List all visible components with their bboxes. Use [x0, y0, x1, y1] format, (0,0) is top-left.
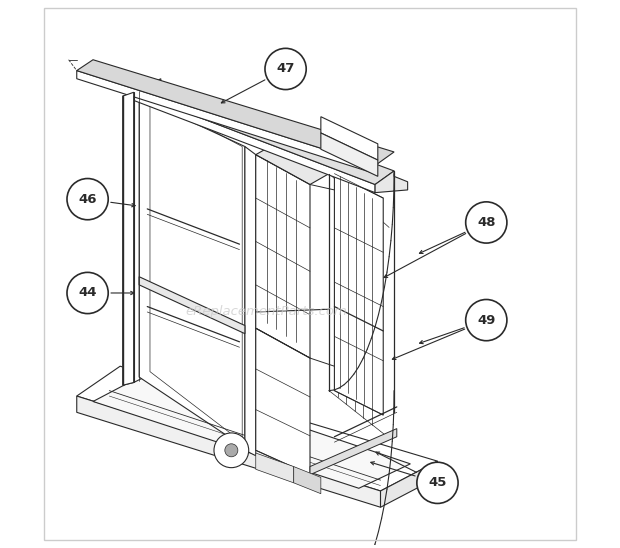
Polygon shape	[256, 155, 310, 358]
Circle shape	[417, 462, 458, 504]
Polygon shape	[77, 366, 438, 491]
Circle shape	[265, 48, 306, 89]
Polygon shape	[381, 461, 438, 507]
Polygon shape	[134, 82, 394, 185]
Polygon shape	[375, 171, 407, 193]
Polygon shape	[134, 79, 161, 383]
Circle shape	[214, 433, 249, 467]
Polygon shape	[321, 117, 378, 160]
Circle shape	[67, 272, 108, 313]
Text: 47: 47	[277, 62, 294, 76]
Text: 44: 44	[78, 287, 97, 300]
Polygon shape	[139, 98, 245, 448]
Circle shape	[225, 444, 238, 457]
Circle shape	[67, 179, 108, 220]
Polygon shape	[77, 60, 394, 165]
Polygon shape	[77, 71, 375, 174]
Text: 45: 45	[428, 476, 446, 489]
Polygon shape	[256, 453, 294, 483]
Text: eReplacementParts.com: eReplacementParts.com	[185, 305, 348, 318]
Text: 49: 49	[477, 313, 495, 327]
Text: 48: 48	[477, 216, 495, 229]
Polygon shape	[294, 466, 321, 494]
Circle shape	[466, 202, 507, 243]
Polygon shape	[334, 174, 383, 415]
Polygon shape	[256, 328, 310, 475]
Polygon shape	[134, 92, 375, 193]
Polygon shape	[123, 92, 134, 385]
Polygon shape	[139, 277, 245, 334]
Polygon shape	[77, 396, 381, 507]
Polygon shape	[123, 92, 134, 385]
Text: 46: 46	[78, 193, 97, 206]
Circle shape	[466, 300, 507, 341]
Polygon shape	[321, 133, 378, 176]
Polygon shape	[256, 145, 329, 185]
Polygon shape	[310, 429, 397, 475]
Polygon shape	[245, 146, 256, 456]
Polygon shape	[93, 374, 410, 488]
